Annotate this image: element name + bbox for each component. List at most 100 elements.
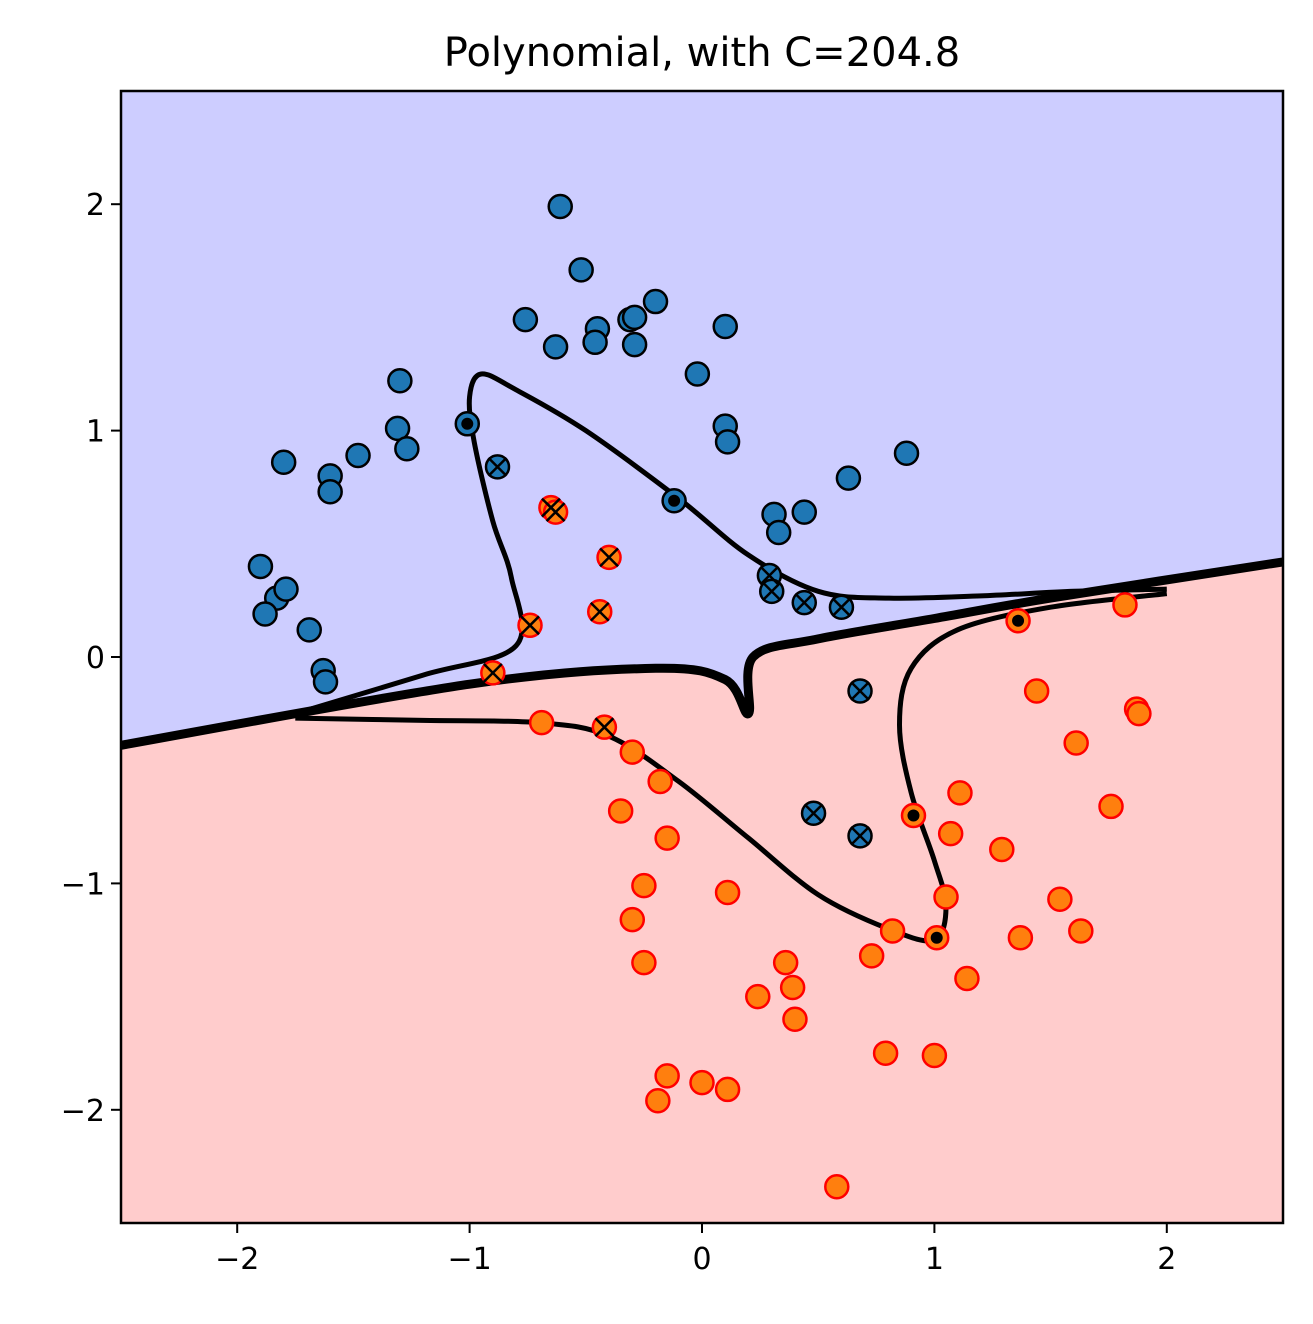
series-2-point-9	[937, 820, 964, 847]
series-1-point-14	[384, 415, 411, 442]
support-vector-x-mark-13	[589, 601, 610, 622]
series-2-point-27	[714, 1076, 741, 1103]
x-axis: −2 −1 0 1 2	[215, 1223, 1176, 1277]
support-vector-dot-mark-2	[668, 494, 681, 507]
series-1-point-10	[542, 334, 569, 360]
series-1-point-15	[394, 435, 420, 462]
support-vector-x-mark-15	[594, 717, 615, 738]
series-1-point-27	[791, 499, 818, 525]
series-2-point-31	[631, 872, 657, 899]
series-2-point-32	[619, 906, 646, 933]
series-1-point-23	[893, 440, 920, 466]
x-tick-label-4: 1	[925, 1242, 944, 1277]
support-vector-dot-mark-4	[907, 809, 920, 822]
support-vector-x-mark-6	[850, 681, 870, 701]
series-1-point-11	[712, 313, 738, 340]
series-2-point-26	[689, 1069, 715, 1096]
support-vector-dot-mark-5	[930, 931, 943, 944]
series-2-point-12	[1047, 886, 1073, 912]
series-2-point-38	[528, 709, 555, 736]
support-vector-dot-mark-3	[1012, 614, 1025, 627]
series-2-point-35	[647, 768, 673, 795]
series-1-point-1	[547, 193, 573, 220]
support-vector-x-mark-8	[850, 825, 870, 846]
plot-area	[121, 91, 1283, 1223]
series-1-point-24	[835, 465, 862, 491]
series-1-point-31	[273, 576, 299, 602]
series-2-point-10	[989, 836, 1015, 863]
series-2-point-1	[1112, 592, 1138, 618]
series-1-point-28	[765, 519, 792, 546]
series-1-point-13	[387, 368, 413, 394]
support-vector-x-mark-5	[831, 597, 852, 618]
y-tick-label-2: −1	[61, 867, 105, 902]
series-2-point-28	[645, 1087, 671, 1114]
support-vector-x-mark-1	[487, 456, 508, 477]
series-2-point-13	[1068, 918, 1094, 944]
series-2-point-25	[654, 1063, 680, 1089]
series-2-point-37	[619, 739, 646, 765]
series-2-point-36	[607, 798, 634, 824]
series-2-point-29	[824, 1174, 850, 1200]
series-2-point-14	[1007, 924, 1034, 951]
y-tick-label-5: 2	[86, 188, 105, 223]
x-tick-label-5: 2	[1157, 1242, 1176, 1277]
series-1-point-17	[270, 449, 297, 476]
series-2-point-23	[872, 1040, 899, 1066]
series-1-point-2	[568, 257, 594, 283]
series-1-point-21	[714, 429, 741, 455]
support-vector-x-mark-4	[794, 592, 815, 613]
series-1-point-29	[247, 553, 274, 580]
series-2-point-7	[1098, 793, 1124, 820]
series-2-point-19	[772, 949, 799, 976]
series-2-point-18	[858, 943, 885, 969]
series-2-point-11	[933, 884, 959, 910]
support-vector-x-mark-11	[599, 547, 619, 568]
support-vector-x-mark-2	[759, 565, 780, 586]
support-vector-marks	[461, 417, 1025, 944]
support-vector-dot-mark-1	[461, 417, 474, 430]
series-2-point-3	[1023, 678, 1050, 704]
series-2-point-20	[779, 974, 806, 1001]
support-vector-x-mark-3	[761, 581, 782, 602]
x-tick-label-1: −2	[215, 1242, 259, 1277]
y-axis: −2 −1 0 1 2	[61, 188, 121, 1129]
series-1-point-16	[345, 442, 371, 469]
series-2-point-6	[1063, 730, 1089, 756]
series-2-point-30	[714, 879, 741, 906]
series-1-point-6	[621, 304, 648, 331]
series-2-point-22	[782, 1006, 808, 1032]
series-2-point-21	[745, 983, 771, 1010]
series-2-point-17	[954, 965, 980, 992]
support-vector-x-mark-12	[520, 615, 540, 636]
series-1-point-12	[684, 361, 711, 387]
series-2-point-33	[631, 949, 657, 976]
y-tick-label-4: 1	[86, 415, 105, 450]
series-2-point-8	[947, 780, 973, 806]
series-1-point-19	[317, 478, 343, 505]
support-vector-x-mark-14	[482, 662, 503, 683]
series-2-point-15	[879, 918, 906, 944]
series-2-point-34	[654, 825, 680, 851]
margin-lower-line	[295, 591, 1168, 944]
x-tick-label-2: −1	[447, 1242, 491, 1277]
series-1-point-3	[642, 288, 669, 315]
lower-region	[121, 561, 1283, 1223]
series-1-point-33	[296, 617, 322, 643]
series-1-point-32	[252, 601, 278, 627]
y-tick-label-3: 0	[86, 641, 105, 676]
decision-boundary-line	[121, 557, 1283, 750]
series-1-point-8	[582, 329, 608, 356]
series-2-point-24	[921, 1042, 948, 1069]
support-vector-x-mark-10	[545, 502, 566, 522]
chart-title: Polynomial, with C=204.8	[444, 30, 960, 76]
series-1-point-35	[312, 669, 339, 695]
decision-regions	[121, 91, 1283, 1223]
y-tick-label-1: −2	[61, 1094, 105, 1129]
x-tick-label-3: 0	[692, 1242, 711, 1277]
series-2-point-5	[1126, 700, 1152, 727]
series-1-point-4	[512, 306, 539, 333]
support-vector-x-mark-7	[803, 803, 824, 824]
series-1-point-9	[621, 331, 648, 358]
